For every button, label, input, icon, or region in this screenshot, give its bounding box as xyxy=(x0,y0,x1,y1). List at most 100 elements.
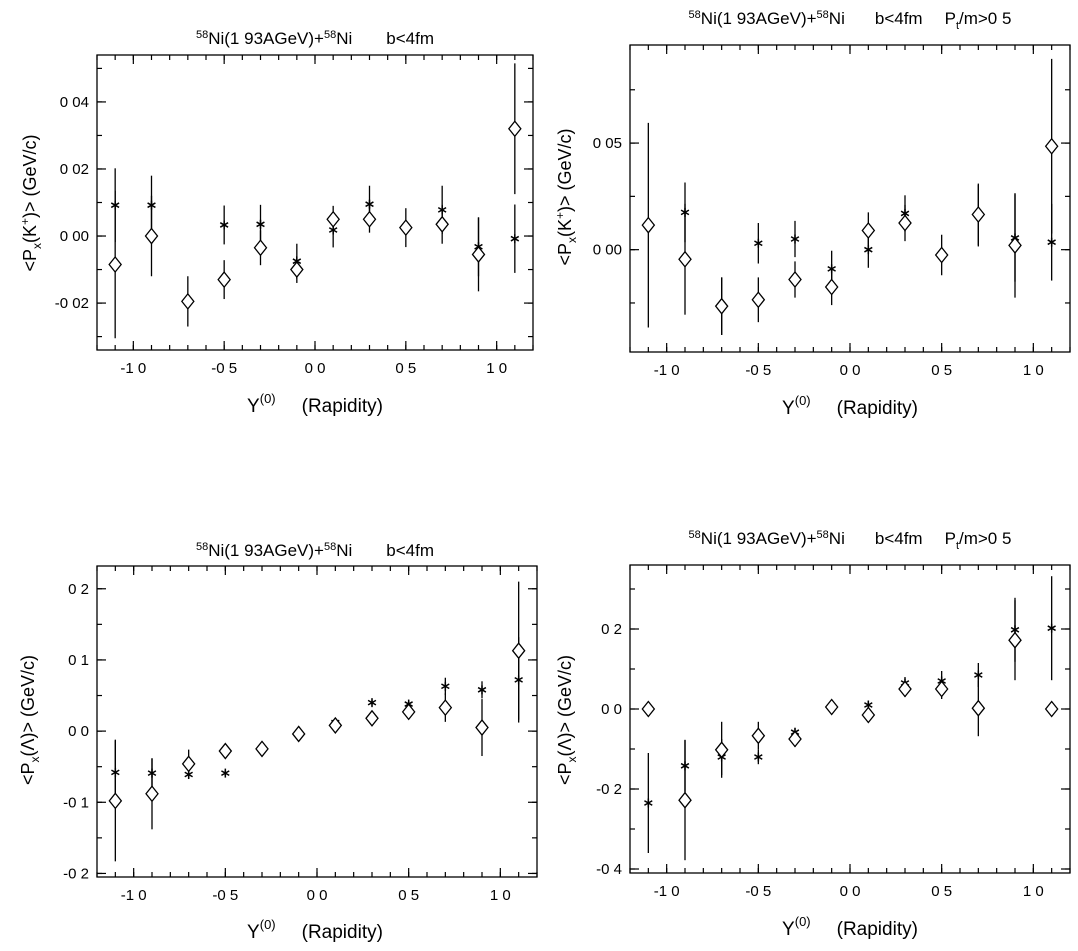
plot-frame xyxy=(96,565,538,878)
x-tick-label: 0 0 xyxy=(840,883,861,900)
title-pt-rest: /m>0 5 xyxy=(959,9,1011,28)
x-axis-label: Y(0) (Rapidity) xyxy=(782,393,918,419)
ylabel-part-2: (K xyxy=(20,225,40,243)
title-part-2: Ni xyxy=(829,9,845,28)
plot-frame xyxy=(629,44,1071,353)
panel-title: 58Ni(1 93AGeV)+58Ni b<4fm Pt/m>0 5 xyxy=(689,529,1012,552)
diamond-marker xyxy=(898,214,912,232)
diamond-marker xyxy=(365,709,379,727)
diamond-marker xyxy=(508,120,522,138)
plot-frame xyxy=(629,564,1071,874)
y-tick-label: 0 2 xyxy=(68,581,89,598)
title-part-1: Ni(1 93AGeV)+ xyxy=(208,541,324,560)
star-stroke xyxy=(754,240,763,247)
title-part-2: Ni xyxy=(829,529,845,548)
star-stroke xyxy=(477,686,487,693)
xlabel-rapidity: (Rapidity) xyxy=(837,919,918,940)
y-tick-label: 0 04 xyxy=(60,94,89,111)
title-isotope-1: 58 xyxy=(689,9,701,21)
x-tick-label: 0 0 xyxy=(840,362,861,379)
y-axis-label: <Px(Λ)> (GeV/c) xyxy=(555,655,579,785)
diamond-marker xyxy=(971,699,986,717)
diamond-marker xyxy=(824,698,839,716)
diamond-marker xyxy=(1008,631,1022,649)
y-tick-label: -0 2 xyxy=(596,781,622,798)
star-stroke xyxy=(510,235,520,242)
star-stroke xyxy=(221,770,230,776)
title-part-2: Ni xyxy=(336,29,352,48)
diamond-marker xyxy=(1044,700,1059,718)
y-tick-label: 0 0 xyxy=(601,701,622,718)
diamond-marker xyxy=(145,785,159,803)
diamond-marker xyxy=(108,255,122,274)
xlabel-rapidity: (Rapidity) xyxy=(302,922,383,943)
star-marker xyxy=(477,685,487,695)
xlabel-sup: (0) xyxy=(795,393,811,408)
star-stroke xyxy=(644,800,653,806)
star-marker xyxy=(644,798,653,808)
x-axis-label: Y(0) (Rapidity) xyxy=(247,391,383,417)
title-pt-sub: t xyxy=(956,20,959,32)
x-tick-label: -0 5 xyxy=(211,360,237,377)
plot-frame xyxy=(96,54,534,351)
xlabel-rapidity: (Rapidity) xyxy=(302,396,383,417)
ylabel-sub: x xyxy=(28,757,42,763)
x-tick-label: 1 0 xyxy=(486,360,507,377)
diamond-marker xyxy=(108,792,123,810)
title-part-1: Ni(1 93AGeV)+ xyxy=(701,529,817,548)
x-tick-label: -0 5 xyxy=(745,883,771,900)
y-tick-label: -0 4 xyxy=(596,861,622,878)
title-pt: P xyxy=(945,9,956,28)
star-stroke xyxy=(441,683,450,690)
xlabel-sup: (0) xyxy=(795,914,811,929)
diamond-marker xyxy=(934,680,949,698)
diamond-marker xyxy=(253,239,268,257)
y-tick-label: 0 2 xyxy=(601,621,622,638)
ylabel-part-3: )> (GeV/c) xyxy=(555,128,575,212)
ylabel-part-1: <P xyxy=(18,763,38,786)
title-impact: b<4fm xyxy=(875,9,923,28)
panel-title: 58Ni(1 93AGeV)+58Ni b<4fm xyxy=(196,541,434,560)
ylabel-sub: x xyxy=(565,237,579,243)
title-isotope-1: 58 xyxy=(689,529,701,541)
panel-title: 58Ni(1 93AGeV)+58Ni b<4fm Pt/m>0 5 xyxy=(689,9,1012,32)
ylabel-sup: + xyxy=(553,212,567,219)
title-impact: b<4fm xyxy=(875,529,923,548)
panel-bottom-right: 58Ni(1 93AGeV)+58Ni b<4fm Pt/m>0 5 <Px(Λ)>… xyxy=(555,529,1071,940)
y-tick-label: 0 0 xyxy=(68,723,89,740)
ylabel-part-1: <P xyxy=(555,763,575,786)
star-stroke xyxy=(256,221,265,228)
diamond-marker xyxy=(678,791,692,809)
diamond-marker xyxy=(326,210,340,228)
y-tick-label: 0 02 xyxy=(60,161,89,178)
star-marker xyxy=(754,752,763,762)
star-marker xyxy=(754,238,763,248)
panel-top-left: 58Ni(1 93AGeV)+58Ni b<4fm <Px(K+)> (GeV/c… xyxy=(18,29,534,417)
ylabel-part-2: (Λ)> (GeV/c) xyxy=(555,655,575,757)
y-tick-label: -0 02 xyxy=(55,295,89,312)
diamond-marker xyxy=(1008,236,1022,254)
diamond-marker xyxy=(641,700,656,718)
star-marker xyxy=(1047,237,1056,247)
ylabel-part-1: <P xyxy=(20,249,40,272)
ylabel-part-2: (K xyxy=(555,219,575,237)
diamond-marker xyxy=(788,730,802,748)
diamond-marker xyxy=(714,741,729,759)
xlabel-y: Y xyxy=(247,922,260,943)
star-stroke xyxy=(864,246,873,253)
title-impact: b<4fm xyxy=(386,541,434,560)
title-part-2: Ni xyxy=(336,541,352,560)
star-marker xyxy=(256,219,265,229)
x-tick-label: -1 0 xyxy=(654,362,680,379)
diamond-marker xyxy=(438,699,453,717)
star-marker xyxy=(367,698,377,708)
diamond-marker xyxy=(861,706,876,724)
diamond-marker xyxy=(861,221,876,240)
diamond-marker xyxy=(751,291,766,309)
diamond-marker xyxy=(435,215,449,233)
ylabel-sub: x xyxy=(565,757,579,763)
star-stroke xyxy=(367,699,377,706)
xlabel-y: Y xyxy=(782,919,795,940)
x-tick-label: 0 0 xyxy=(307,887,328,904)
star-stroke xyxy=(1047,239,1056,246)
